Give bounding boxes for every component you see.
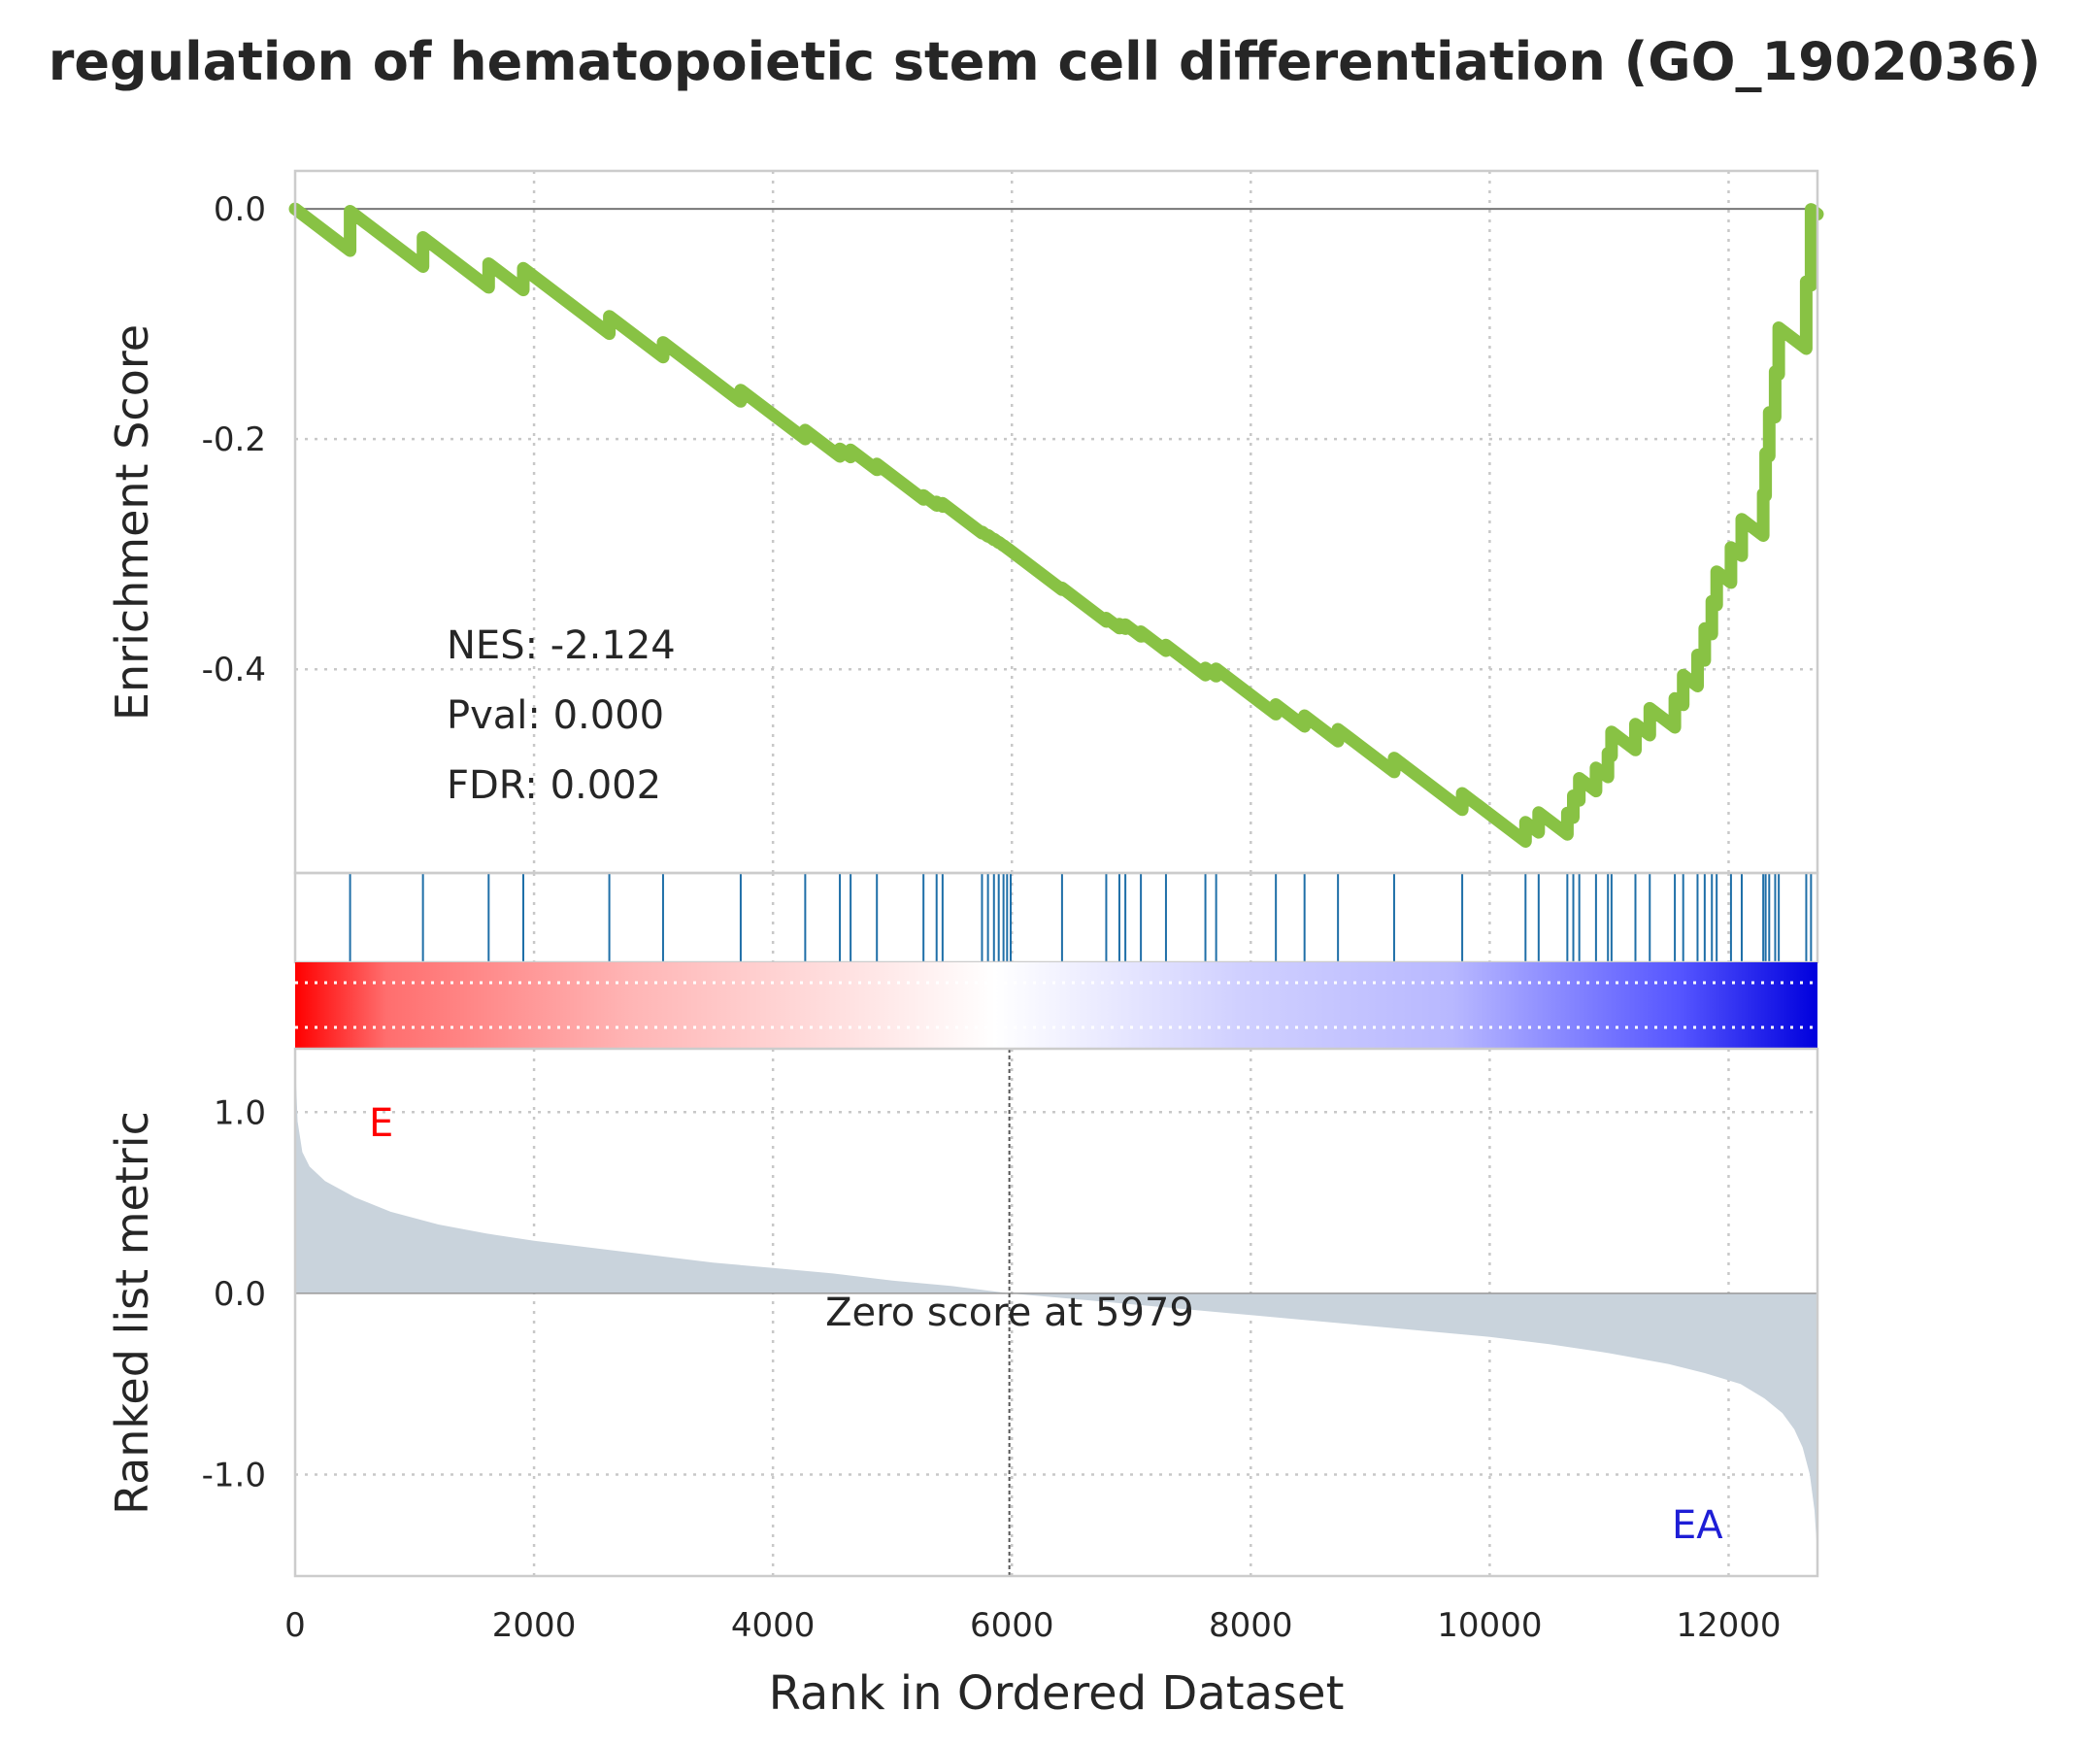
fdr-label: FDR: 0.002	[447, 763, 661, 808]
ranked-y-tick: 0.0	[214, 1275, 266, 1314]
x-tick: 12000	[1676, 1606, 1781, 1645]
ranked-metric-area	[295, 1057, 1817, 1557]
colorbar	[295, 962, 1817, 1049]
enrichment-y-tick: 0.0	[214, 190, 266, 229]
enrichment-y-tick: -0.2	[202, 420, 266, 459]
enrichment-y-tick: -0.4	[202, 651, 266, 689]
x-axis-label: Rank in Ordered Dataset	[769, 1666, 1345, 1721]
ranked-frame	[293, 1047, 1819, 1578]
pval-label: Pval: 0.000	[447, 693, 664, 738]
hits-panel	[293, 871, 1819, 964]
x-tick: 6000	[970, 1606, 1054, 1645]
ranked-y-label: Ranked list metric	[106, 1111, 158, 1515]
zero-score-label: Zero score at 5979	[825, 1291, 1194, 1335]
x-tick: 10000	[1437, 1606, 1542, 1645]
x-tick: 8000	[1209, 1606, 1293, 1645]
colorbar-gradient	[295, 962, 1817, 1049]
enrichment-curve	[288, 202, 1824, 848]
ranked-y-tick: -1.0	[202, 1457, 266, 1495]
positive-phenotype-label: E	[369, 1101, 393, 1146]
x-tick: 0	[284, 1606, 306, 1645]
enrichment-y-label: Enrichment Score	[106, 324, 158, 721]
ranked-panel: Zero score at 5979 E EA Ranked list metr…	[106, 1047, 1819, 1721]
x-tick: 4000	[731, 1606, 816, 1645]
negative-phenotype-label: EA	[1672, 1503, 1723, 1548]
nes-label: NES: -2.124	[447, 623, 676, 668]
x-tick: 2000	[492, 1606, 577, 1645]
chart-title: regulation of hematopoietic stem cell di…	[49, 31, 2041, 92]
enrichment-panel: NES: -2.124 Pval: 0.000 FDR: 0.002 Enric…	[106, 169, 1824, 875]
ranked-y-tick: 1.0	[214, 1093, 266, 1132]
